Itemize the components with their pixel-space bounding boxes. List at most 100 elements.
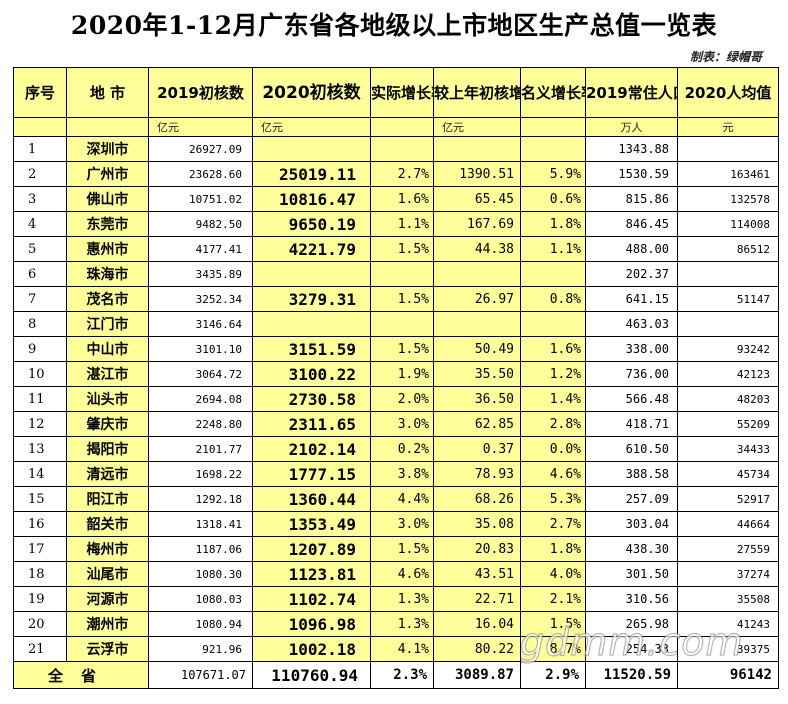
cell-idx: 18 <box>13 561 67 587</box>
cell-per-capita: 45734 <box>677 461 779 487</box>
cell-idx: 9 <box>13 336 67 362</box>
table-row: 21 云浮市 921.96 1002.18 4.1% 80.22 8.7% 25… <box>13 636 779 662</box>
cell-city: 江门市 <box>66 311 149 337</box>
cell-idx: 16 <box>13 511 67 537</box>
cell-city: 汕尾市 <box>66 561 149 587</box>
cell-gdp2019: 1080.30 <box>148 561 253 587</box>
cell-pop2019: 257.09 <box>585 486 678 512</box>
cell-pop2019: 846.45 <box>585 211 678 237</box>
cell-city: 肇庆市 <box>66 411 149 437</box>
cell-idx: 21 <box>13 636 67 662</box>
total-increase: 3089.87 <box>433 661 521 689</box>
cell-gdp2019: 1080.03 <box>148 586 253 612</box>
cell-per-capita: 51147 <box>677 286 779 312</box>
cell-idx: 14 <box>13 461 67 487</box>
cell-gdp2020: 1207.89 <box>252 536 371 562</box>
cell-nominal-growth: 5.9% <box>520 161 586 187</box>
page-title: 2020年1-12月广东省各地级以上市地区生产总值一览表 <box>70 10 718 40</box>
header-idx: 序号 <box>13 67 67 118</box>
cell-gdp2020: 1096.98 <box>252 611 371 637</box>
cell-gdp2019: 1292.18 <box>148 486 253 512</box>
cell-idx: 8 <box>13 311 67 337</box>
cell-gdp2019: 26927.09 <box>148 136 253 162</box>
table-row: 12 肇庆市 2248.80 2311.65 3.0% 62.85 2.8% 4… <box>13 411 779 437</box>
cell-city: 梅州市 <box>66 536 149 562</box>
cell-pop2019: 815.86 <box>585 186 678 212</box>
cell-nominal-growth <box>520 136 586 162</box>
cell-pop2019: 1343.88 <box>585 136 678 162</box>
header-row: 序号 地 市 2019初核数 2020初核数 实际增长率 较上年初核增量 名义增… <box>13 67 779 118</box>
cell-increase: 68.26 <box>433 486 521 512</box>
cell-nominal-growth: 1.1% <box>520 236 586 262</box>
cell-per-capita: 44664 <box>677 511 779 537</box>
cell-increase: 80.22 <box>433 636 521 662</box>
gdp-table: 序号 地 市 2019初核数 2020初核数 实际增长率 较上年初核增量 名义增… <box>13 67 779 689</box>
cell-nominal-growth: 2.1% <box>520 586 586 612</box>
cell-nominal-growth: 1.8% <box>520 211 586 237</box>
cell-idx: 17 <box>13 536 67 562</box>
cell-pop2019: 388.58 <box>585 461 678 487</box>
table-row: 19 河源市 1080.03 1102.74 1.3% 22.71 2.1% 3… <box>13 586 779 612</box>
cell-nominal-growth <box>520 261 586 287</box>
cell-nominal-growth: 0.0% <box>520 436 586 462</box>
cell-pop2019: 418.71 <box>585 411 678 437</box>
table-row: 18 汕尾市 1080.30 1123.81 4.6% 43.51 4.0% 3… <box>13 561 779 587</box>
cell-increase: 0.37 <box>433 436 521 462</box>
cell-pop2019: 1530.59 <box>585 161 678 187</box>
total-pop2019: 11520.59 <box>585 661 678 689</box>
cell-gdp2019: 2248.80 <box>148 411 253 437</box>
unit-nominal <box>520 117 586 137</box>
cell-per-capita: 41243 <box>677 611 779 637</box>
cell-gdp2020 <box>252 311 371 337</box>
header-per-capita: 2020人均值 <box>677 67 779 118</box>
table-row: 20 潮州市 1080.94 1096.98 1.3% 16.04 1.5% 2… <box>13 611 779 637</box>
table-row: 16 韶关市 1318.41 1353.49 3.0% 35.08 2.7% 3… <box>13 511 779 537</box>
cell-city: 河源市 <box>66 586 149 612</box>
cell-gdp2019: 3146.64 <box>148 311 253 337</box>
cell-gdp2020: 3279.31 <box>252 286 371 312</box>
cell-city: 云浮市 <box>66 636 149 662</box>
cell-gdp2020: 2730.58 <box>252 386 371 412</box>
table-row: 5 惠州市 4177.41 4221.79 1.5% 44.38 1.1% 48… <box>13 236 779 262</box>
unit-real <box>370 117 434 137</box>
cell-nominal-growth: 1.8% <box>520 536 586 562</box>
cell-increase: 36.50 <box>433 386 521 412</box>
cell-nominal-growth: 1.6% <box>520 336 586 362</box>
cell-per-capita <box>677 136 779 162</box>
cell-city: 潮州市 <box>66 611 149 637</box>
unit-city <box>66 117 149 137</box>
cell-increase: 65.45 <box>433 186 521 212</box>
cell-idx: 10 <box>13 361 67 387</box>
cell-gdp2019: 4177.41 <box>148 236 253 262</box>
cell-city: 韶关市 <box>66 511 149 537</box>
cell-increase: 44.38 <box>433 236 521 262</box>
cell-nominal-growth: 5.3% <box>520 486 586 512</box>
table-row: 10 湛江市 3064.72 3100.22 1.9% 35.50 1.2% 7… <box>13 361 779 387</box>
cell-nominal-growth: 1.5% <box>520 611 586 637</box>
cell-per-capita: 48203 <box>677 386 779 412</box>
cell-gdp2020: 2311.65 <box>252 411 371 437</box>
unit-row: 亿元 亿元 亿元 万人 元 <box>13 117 779 137</box>
table-row: 13 揭阳市 2101.77 2102.14 0.2% 0.37 0.0% 61… <box>13 436 779 462</box>
cell-increase: 43.51 <box>433 561 521 587</box>
cell-real-growth: 1.5% <box>370 286 434 312</box>
cell-nominal-growth: 4.0% <box>520 561 586 587</box>
cell-per-capita <box>677 311 779 337</box>
cell-real-growth: 2.0% <box>370 386 434 412</box>
cell-idx: 5 <box>13 236 67 262</box>
cell-gdp2019: 9482.50 <box>148 211 253 237</box>
cell-idx: 15 <box>13 486 67 512</box>
header-pop2019: 2019常住人口 <box>585 67 678 118</box>
cell-idx: 20 <box>13 611 67 637</box>
cell-real-growth: 1.6% <box>370 186 434 212</box>
cell-per-capita: 132578 <box>677 186 779 212</box>
total-gdp2019: 107671.07 <box>148 661 253 689</box>
cell-increase <box>433 311 521 337</box>
unit-per-capita: 元 <box>677 117 779 137</box>
total-label: 全省 <box>13 661 149 689</box>
cell-nominal-growth: 2.8% <box>520 411 586 437</box>
cell-real-growth: 3.8% <box>370 461 434 487</box>
cell-gdp2020: 1360.44 <box>252 486 371 512</box>
table-row: 7 茂名市 3252.34 3279.31 1.5% 26.97 0.8% 64… <box>13 286 779 312</box>
cell-increase <box>433 136 521 162</box>
